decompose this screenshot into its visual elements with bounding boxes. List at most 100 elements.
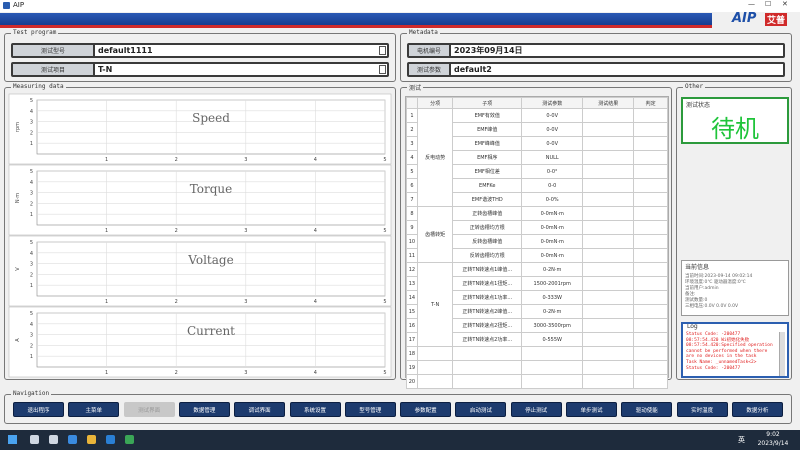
taskbar-icon[interactable] [30, 435, 39, 444]
nav-button[interactable]: 退出程序 [13, 402, 64, 417]
plots: 1 2 3 4 5 1 2 3 4 5 rpm Speed 1 2 3 4 5 1 2 3 4 5 N·m Torque 1 2 3… [8, 93, 392, 378]
x-tick-label: 3 [244, 370, 247, 376]
x-tick-label: 5 [383, 370, 386, 376]
app-icon [3, 2, 10, 9]
judge-cell [633, 318, 668, 333]
taskbar-icon[interactable] [87, 435, 96, 444]
header-cell: 测试参数 [521, 97, 584, 109]
row-number: 10 [406, 234, 418, 249]
item-cell: EMF峰值 [452, 122, 523, 137]
field-label: 测试参数 [409, 64, 449, 75]
log-line: 08:57:54.420:Specified operation cannot … [686, 343, 773, 360]
y-axis-label: N·m [15, 193, 21, 203]
row-number: 4 [406, 150, 418, 165]
table-row[interactable]: 9 正转齿槽均方根 0-0mN·m [406, 220, 668, 235]
table-wrap: 分项 子项 测试参数 测试结果 判定 1 反电动势 EMF有效值 0-0V 2 EMF峰值 0-0V 3… [405, 96, 669, 389]
nav-button[interactable]: 型号管理 [344, 402, 396, 417]
taskbar-icon[interactable] [125, 435, 134, 444]
row-number: 3 [406, 136, 418, 151]
y-tick-label: 2 [30, 272, 33, 278]
taskbar-icon[interactable] [68, 435, 77, 444]
param-cell: 0-333W [521, 290, 584, 305]
info-box: 当前信息 当前时间:2023-09-14 09:02:14 环境温度:0℃ 驱动器温… [681, 260, 789, 316]
param-cell: 0-0mN·m [521, 248, 584, 263]
row-number: 6 [406, 178, 418, 193]
nav-button[interactable]: 参数配置 [400, 402, 452, 417]
test-table: 分项 子项 测试参数 测试结果 判定 1 反电动势 EMF有效值 0-0V 2 EMF峰值 0-0V 3… [406, 97, 668, 389]
clock-time: 9:02 [766, 431, 780, 438]
item-cell: 正转TN转速点1功率... [452, 290, 523, 305]
plot-title: Current [187, 324, 235, 338]
empty-cell [582, 346, 635, 361]
nav-button[interactable]: 单步测试 [566, 402, 617, 417]
result-cell [582, 332, 635, 347]
navigation-panel: Navigation 退出程序 主菜单 测试界面 数据管理 调试界面 系统设置 型号管理 参数配… [4, 390, 792, 424]
window-control[interactable]: ✕ [782, 0, 788, 8]
y-tick-label: 5 [30, 240, 33, 246]
judge-cell [633, 304, 668, 319]
nav-button[interactable]: 停止测试 [510, 402, 562, 417]
empty-cell [521, 346, 584, 361]
item-cell: EMF谐波THD [452, 192, 523, 207]
row-number: 1 [406, 108, 418, 123]
nav-button[interactable]: 主菜单 [68, 402, 120, 417]
y-tick-label: 4 [30, 180, 33, 186]
row-number: 9 [406, 220, 418, 235]
table-row[interactable]: 19 [406, 360, 668, 375]
table-row[interactable]: 13 正转TN转速点1扭矩... 1500-2001rpm [406, 276, 668, 291]
nav-button[interactable]: 系统设置 [289, 402, 341, 417]
table-row[interactable]: 18 [406, 346, 668, 361]
table-row[interactable]: 2 EMF峰值 0-0V [406, 122, 668, 137]
nav-button: 测试界面 [123, 402, 175, 417]
row-number: 16 [406, 318, 418, 333]
nav-button[interactable]: 实时温度 [676, 402, 728, 417]
field-value[interactable]: T-N [95, 64, 387, 75]
field-label: 电机编号 [409, 45, 449, 56]
x-tick-label: 4 [314, 157, 317, 163]
table-row[interactable]: 3 EMF峰峰值 0-0V [406, 136, 668, 151]
table-row[interactable]: 17 正转TN转速点2功率... 0-555W [406, 332, 668, 347]
table-row[interactable]: 11 反转齿槽均方根 0-0mN·m [406, 248, 668, 263]
table-row[interactable]: 4 EMF相序 NULL [406, 150, 668, 165]
start-button[interactable] [8, 435, 17, 444]
group-cell: 反电动势 [416, 108, 454, 207]
field-value[interactable]: default1111 [95, 45, 387, 56]
judge-cell [633, 136, 668, 151]
x-tick-label: 1 [105, 299, 108, 305]
param-cell: 0-0 [521, 178, 584, 193]
result-cell [582, 150, 635, 165]
result-cell [582, 318, 635, 333]
info-line: 当前时间:2023-09-14 09:02:14 [685, 274, 753, 279]
info-line: 备注: [685, 292, 696, 297]
table-row[interactable]: 10 反转齿槽峰值 0-0mN·m [406, 234, 668, 249]
result-cell [582, 262, 635, 277]
taskbar-icon[interactable] [106, 435, 115, 444]
test-panel: 测试 分项 子项 测试参数 测试结果 判定 1 反电动势 EMF有效值 0-0V 2 EMF峰值 0-0… [400, 83, 672, 389]
judge-cell [633, 262, 668, 277]
table-row[interactable]: 6 EMFKe 0-0 [406, 178, 668, 193]
table-row[interactable]: 12 T-N 正转TN转速点1峰值... 0-2N·m [406, 262, 668, 347]
window-control[interactable]: ☐ [765, 0, 772, 8]
result-cell [582, 276, 635, 291]
plot-area [36, 312, 386, 368]
table-row[interactable]: 5 EMF相位差 0-0° [406, 164, 668, 179]
nav-button[interactable]: 驱动使能 [621, 402, 673, 417]
header-stripe [0, 25, 712, 28]
item-cell: EMF有效值 [452, 108, 523, 123]
table-row[interactable]: 20 [406, 374, 668, 389]
window-control[interactable]: — [748, 0, 755, 8]
nav-button[interactable]: 调试界面 [234, 402, 286, 417]
plot-title: Speed [192, 111, 230, 125]
judge-cell [633, 206, 668, 221]
nav-button[interactable]: 数据管理 [178, 402, 230, 417]
log-scrollbar [779, 332, 785, 376]
x-tick-label: 1 [105, 157, 108, 163]
nav-button[interactable]: 启动测试 [455, 402, 507, 417]
field-row: 测试型号 default1111 [11, 43, 389, 58]
table-row[interactable]: 8 齿槽转矩 正转齿槽峰值 0-0mN·m [406, 206, 668, 263]
taskbar-icon[interactable] [49, 435, 58, 444]
table-row[interactable]: 1 反电动势 EMF有效值 0-0V [406, 108, 668, 207]
nav-button[interactable]: 数据分析 [731, 402, 783, 417]
item-cell: EMFKe [452, 178, 523, 193]
